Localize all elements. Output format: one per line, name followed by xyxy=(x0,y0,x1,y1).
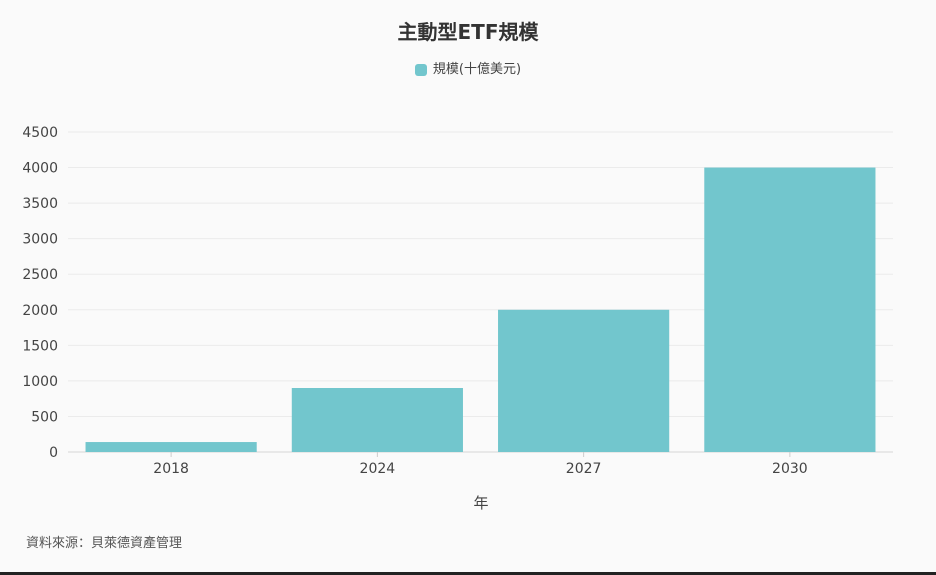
y-tick-label: 4000 xyxy=(22,161,58,177)
source-note: 資料來源：貝萊德資產管理 xyxy=(26,536,183,551)
y-tick-label: 3500 xyxy=(22,196,58,212)
bars xyxy=(85,167,876,453)
chart-title: 主動型ETF規模 xyxy=(397,20,539,44)
legend-swatch xyxy=(414,64,427,76)
y-tick-label: 4500 xyxy=(22,125,58,141)
bar[interactable] xyxy=(85,442,257,452)
x-tick-label: 2024 xyxy=(360,461,396,477)
y-tick-label: 2500 xyxy=(22,267,58,283)
y-tick-label: 3000 xyxy=(22,232,58,248)
bar[interactable] xyxy=(291,388,463,452)
y-axis-ticks: 0 500 1000 1500 2000 2500 3000 3500 4000 4500 xyxy=(22,125,58,461)
y-tick-label: 500 xyxy=(31,409,58,425)
y-tick-label: 1500 xyxy=(22,338,58,354)
bar[interactable] xyxy=(498,309,670,452)
x-tick-label: 2030 xyxy=(772,461,808,477)
legend[interactable]: 規模(十億美元) xyxy=(0,60,936,80)
x-axis-label: 年 xyxy=(473,494,488,512)
y-tick-label: 1000 xyxy=(22,374,58,390)
y-tick-label: 2000 xyxy=(22,303,58,319)
y-tick-label: 0 xyxy=(49,445,58,461)
bottom-rule xyxy=(0,572,936,575)
legend-label: 規模(十億美元) xyxy=(432,62,522,77)
x-axis-ticks: 2018 2024 2027 2030 xyxy=(153,452,808,477)
bar[interactable] xyxy=(704,167,876,453)
x-tick-label: 2018 xyxy=(153,461,189,477)
x-tick-label: 2027 xyxy=(566,461,602,477)
bar-chart: 0 500 1000 1500 2000 2500 3000 3500 4000 4500 201… xyxy=(22,125,893,512)
